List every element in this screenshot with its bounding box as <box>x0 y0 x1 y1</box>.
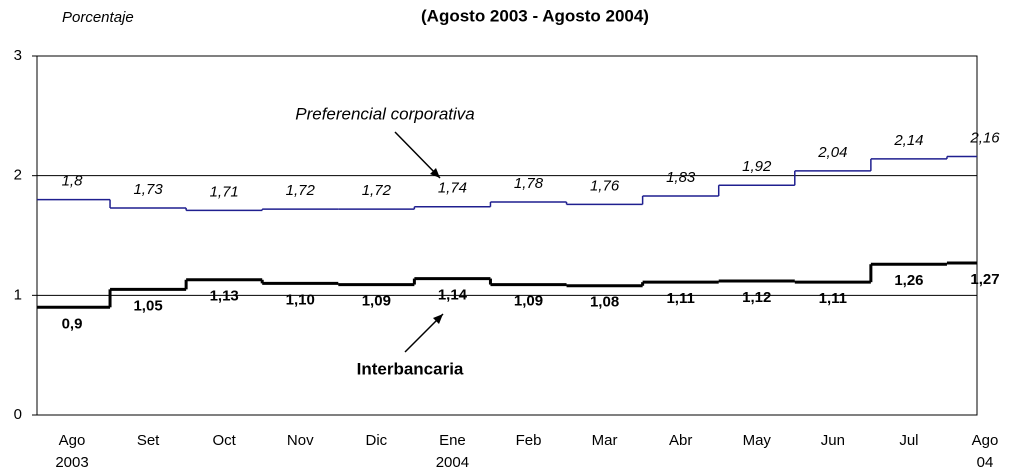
x-tick-label: Jul <box>899 432 918 449</box>
data-label: 1,08 <box>590 294 619 311</box>
data-label: 1,13 <box>210 288 239 305</box>
y-tick-label: 1 <box>14 286 22 303</box>
data-label: 1,76 <box>590 177 620 194</box>
data-label: 0,9 <box>62 315 83 332</box>
data-label: 1,09 <box>514 293 543 310</box>
y-tick-label: 3 <box>14 47 22 64</box>
arrow-head <box>433 314 443 324</box>
data-label: 1,73 <box>133 181 163 198</box>
data-label: 2,16 <box>969 129 1000 146</box>
data-label: 1,27 <box>970 271 999 288</box>
x-tick-label: Set <box>137 432 160 449</box>
data-label: 1,26 <box>894 272 923 289</box>
data-label: 1,11 <box>666 290 694 307</box>
data-label: 1,72 <box>362 182 392 199</box>
data-label: 1,11 <box>819 290 847 307</box>
data-label: 1,14 <box>438 287 468 304</box>
data-label: 1,8 <box>62 173 84 190</box>
x-tick-label: Dic <box>365 432 387 449</box>
x-tick-label: May <box>743 432 772 449</box>
data-label: 1,71 <box>210 183 239 200</box>
y-tick-label: 2 <box>14 167 22 184</box>
data-label: 1,12 <box>742 289 771 306</box>
x-tick-label: Ago 04 <box>972 432 999 471</box>
x-tick-label: Nov <box>287 432 314 449</box>
data-label: 2,14 <box>893 132 923 149</box>
chart-title: (Agosto 2003 - Agosto 2004) <box>421 6 649 25</box>
data-label: 1,05 <box>133 297 162 314</box>
data-label: 2,04 <box>817 144 847 161</box>
x-tick-label: Abr <box>669 432 692 449</box>
data-label: 1,09 <box>362 293 391 310</box>
x-tick-label: Ago 2003 <box>55 432 88 471</box>
x-tick-label: Mar <box>592 432 618 449</box>
data-label: 1,83 <box>666 169 696 186</box>
y-axis-label: Porcentaje <box>62 9 134 26</box>
data-label: 1,78 <box>514 175 544 192</box>
x-tick-label: Ene 2004 <box>436 432 469 471</box>
data-label: 1,92 <box>742 158 772 175</box>
data-label: 1,74 <box>438 180 467 197</box>
y-tick-label: 0 <box>14 406 22 423</box>
plot-frame <box>36 55 978 416</box>
x-tick-label: Oct <box>212 432 236 449</box>
annotation: Interbancaria <box>357 359 464 378</box>
data-label: 1,10 <box>286 291 315 308</box>
x-tick-label: Jun <box>821 432 845 449</box>
data-label: 1,72 <box>286 182 316 199</box>
annotation: Preferencial corporativa <box>295 104 475 123</box>
x-tick-label: Feb <box>516 432 542 449</box>
arrow <box>394 131 441 179</box>
